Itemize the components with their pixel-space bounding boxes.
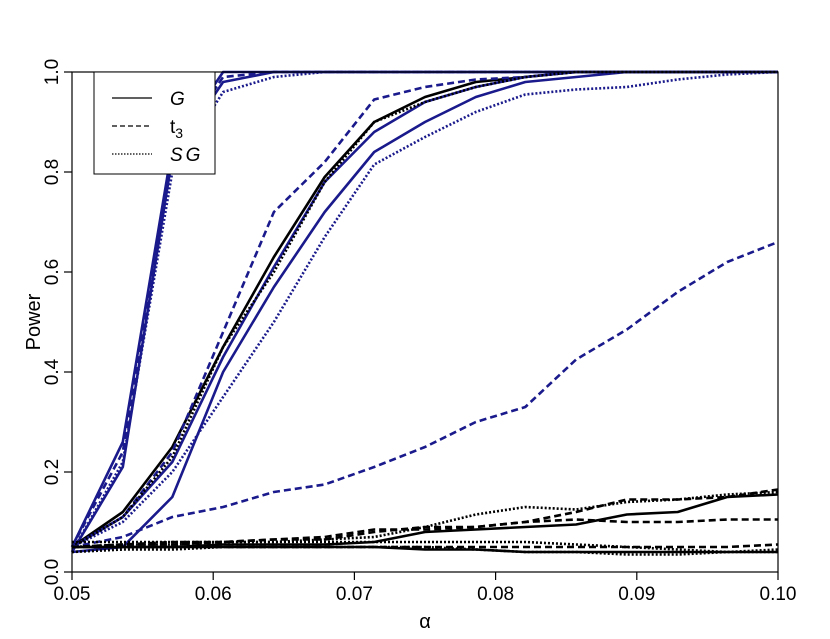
x-tick-label: 0.05 xyxy=(54,584,91,605)
y-tick-label: 0.4 xyxy=(42,358,63,385)
series-line-17 xyxy=(72,540,778,554)
legend-label-3: SG xyxy=(170,145,203,166)
y-tick-label: 0.6 xyxy=(42,259,63,285)
series-line-10 xyxy=(71,70,778,549)
x-tick-label: 0.09 xyxy=(618,584,655,605)
plot-frame xyxy=(71,71,779,573)
series-line-9 xyxy=(71,70,779,549)
x-tick-label: 0.06 xyxy=(195,584,232,605)
series-line-13 xyxy=(71,490,779,549)
series-line-19 xyxy=(71,545,779,556)
series-line-11 xyxy=(71,240,779,549)
x-tick-label: 0.10 xyxy=(760,584,797,605)
series-line-16 xyxy=(72,545,778,554)
y-tick-label: 0.0 xyxy=(42,559,63,585)
legend-label-1: G xyxy=(170,89,185,110)
x-axis-label: α xyxy=(419,611,431,633)
y-tick-label: 0.2 xyxy=(42,459,63,485)
series-line-15 xyxy=(71,518,778,549)
x-tick-label: 0.07 xyxy=(336,584,373,605)
legend-box xyxy=(93,71,216,175)
x-axis: 0.05 0.06 0.07 0.08 0.09 0.10 xyxy=(54,572,797,605)
y-tick-label: 1.0 xyxy=(42,59,63,85)
series-line-12 xyxy=(72,493,779,549)
y-axis: 0.0 0.2 0.4 0.6 0.8 1.0 xyxy=(42,59,72,585)
x-tick-label: 0.08 xyxy=(477,584,514,605)
series-line-14 xyxy=(71,488,779,549)
series-layer xyxy=(70,70,779,556)
y-tick-label: 0.8 xyxy=(42,159,63,185)
y-axis-label: Power xyxy=(23,293,45,350)
